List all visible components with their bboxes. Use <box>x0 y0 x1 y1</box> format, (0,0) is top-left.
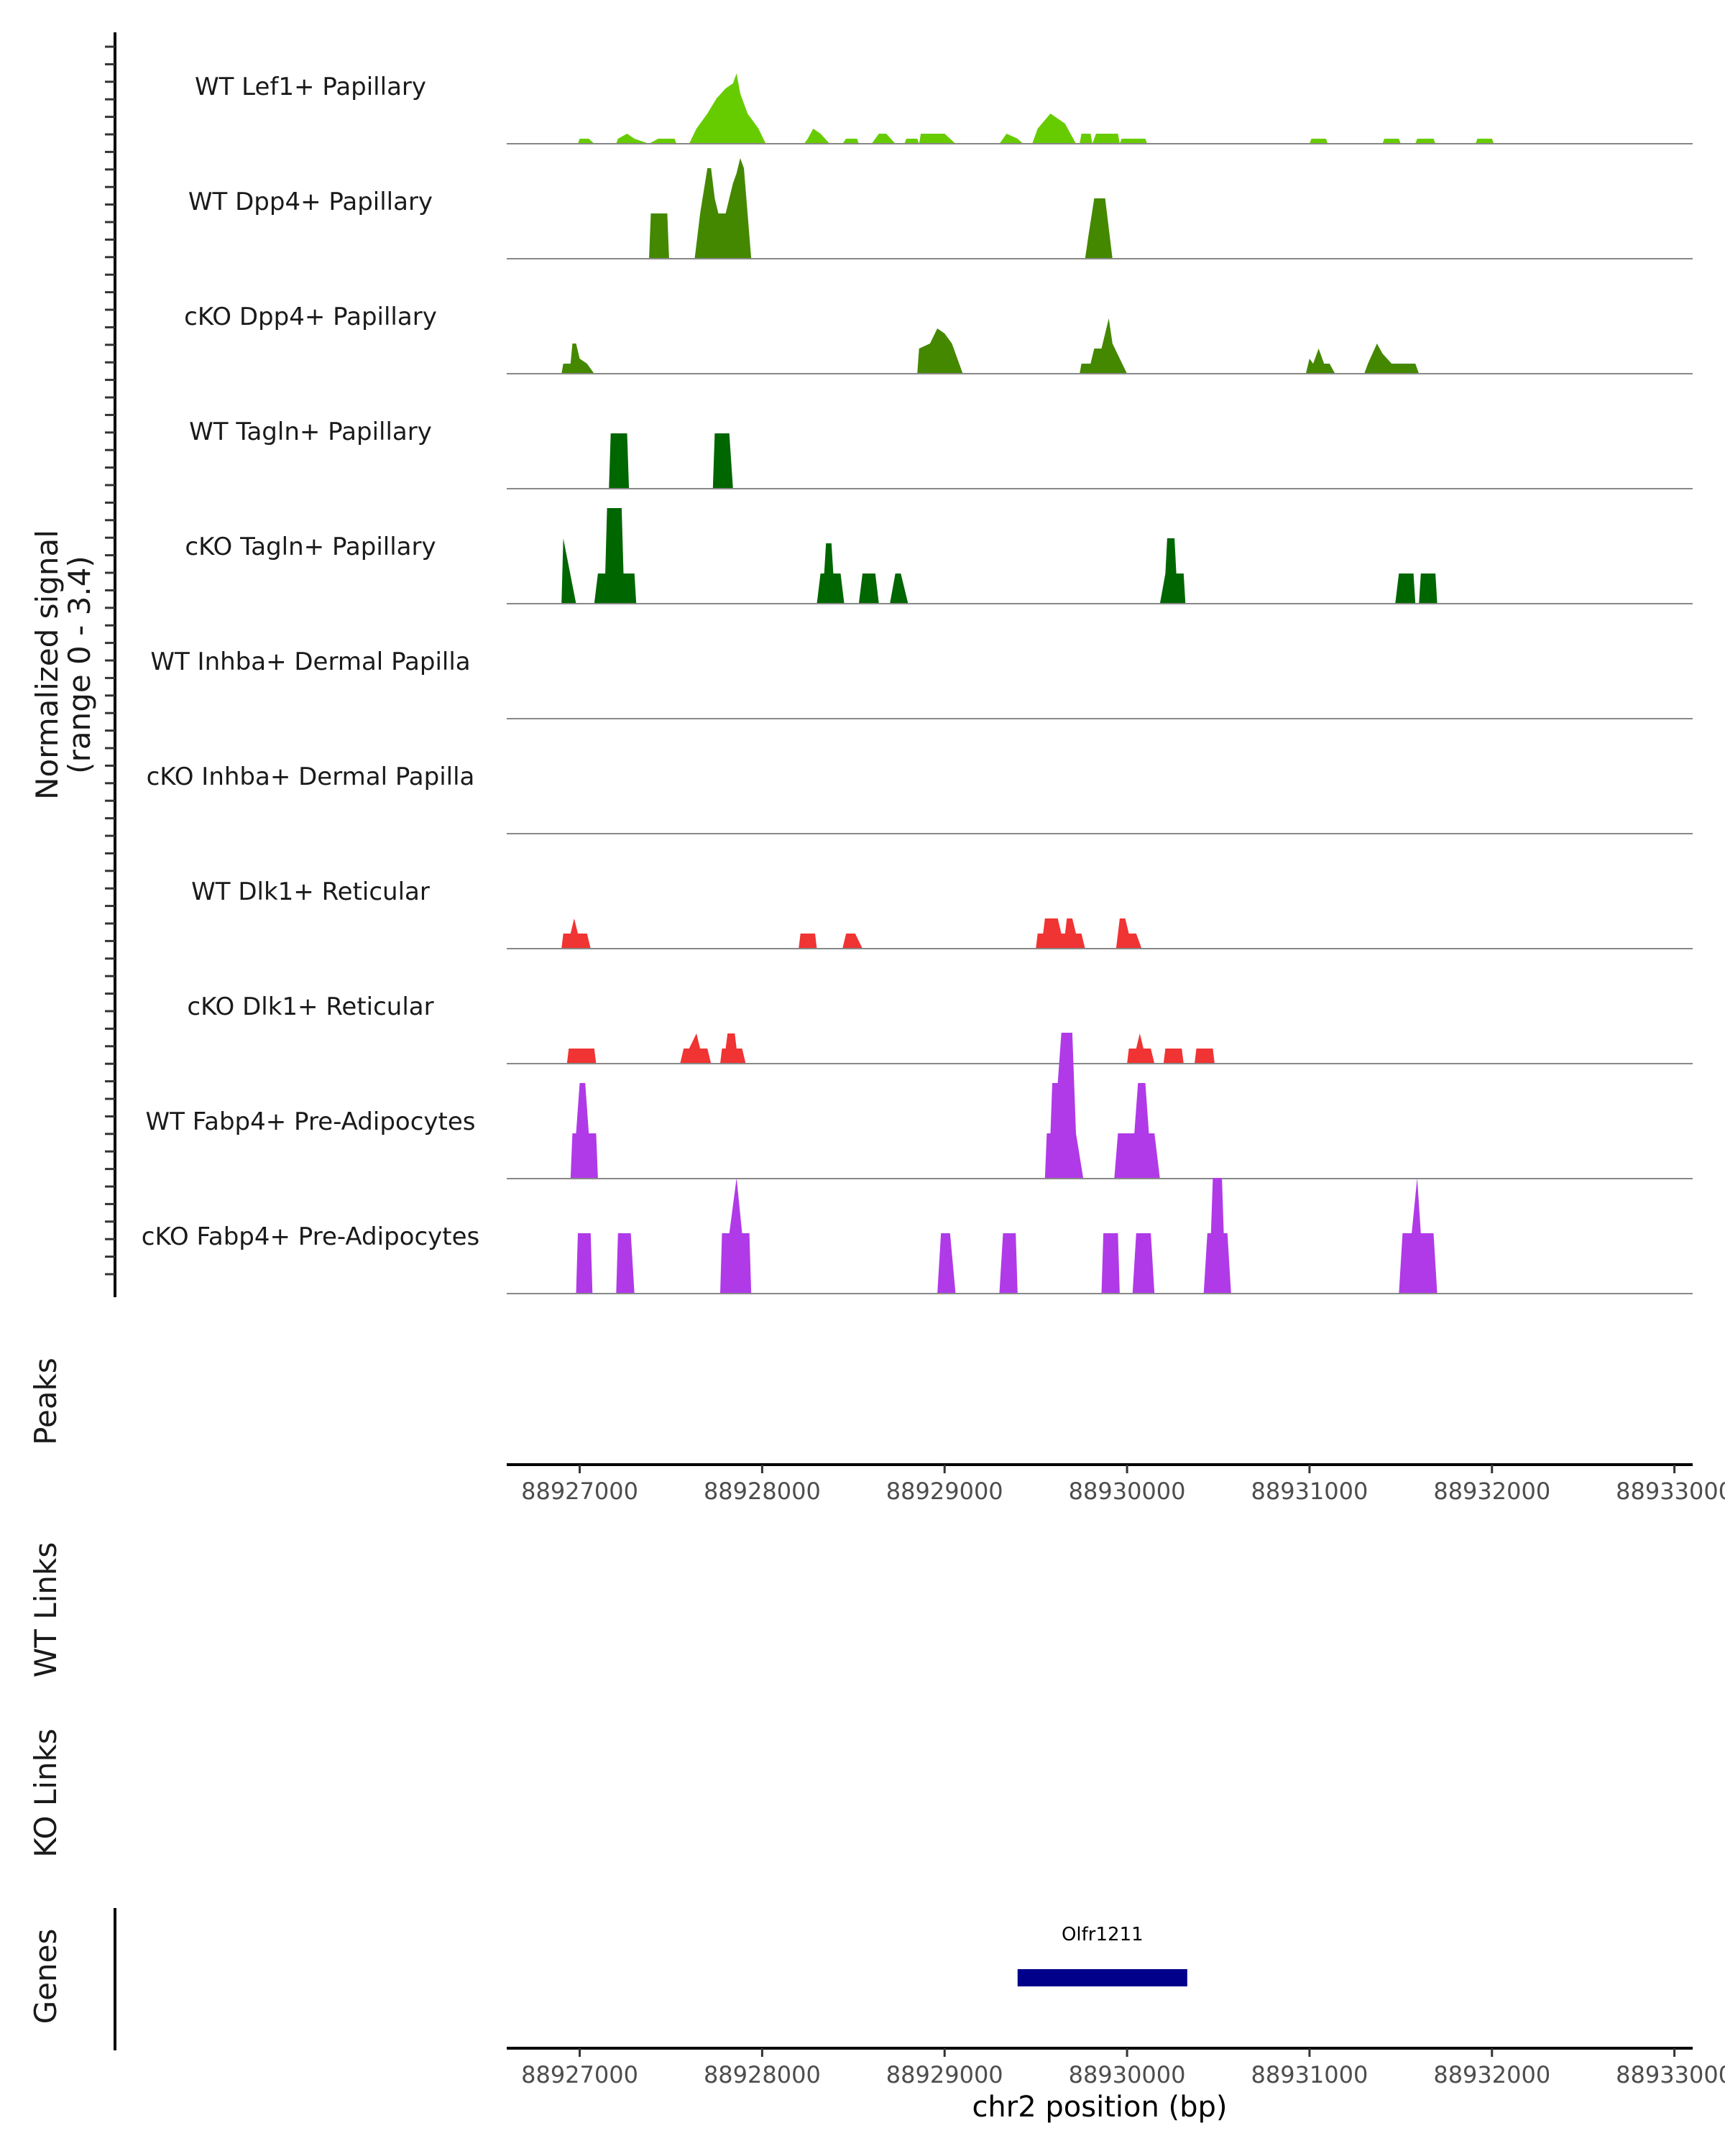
x-tick-label: 88930000 <box>1069 1478 1186 1505</box>
track-cko-dlk1-reticular: cKO Dlk1+ Reticular <box>187 992 1693 1064</box>
coverage-area <box>570 1033 1160 1179</box>
track-label: WT Inhba+ Dermal Papilla <box>150 648 470 676</box>
track-cko-fabp4-pre-adipocytes: cKO Fabp4+ Pre-Adipocytes <box>142 1178 1693 1294</box>
genes-label: Genes <box>28 1929 63 2024</box>
x-tick-label: 88927000 <box>521 2061 638 2088</box>
x-tick-label: 88933000 <box>1616 2061 1725 2088</box>
x-tick-label: 88927000 <box>521 1478 638 1505</box>
coverage-area <box>578 73 1494 144</box>
track-label: cKO Dpp4+ Papillary <box>184 303 437 331</box>
x-axis-title: chr2 position (bp) <box>972 2091 1227 2124</box>
coverage-area <box>649 158 1116 259</box>
track-label: WT Lef1+ Papillary <box>195 73 426 101</box>
coverage-area <box>561 508 1438 604</box>
gene-track: Olfr1211 <box>1017 1924 1187 1986</box>
track-label: cKO Inhba+ Dermal Papilla <box>147 763 475 791</box>
gene-body <box>1017 1969 1187 1986</box>
track-label: WT Dlk1+ Reticular <box>191 877 430 906</box>
x-tick-label: 88928000 <box>704 1478 821 1505</box>
ko-links-label: KO Links <box>28 1728 63 1858</box>
x-tick-label: 88932000 <box>1433 1478 1550 1505</box>
genes-x-axis: 88927000 88928000 88929000 88930000 88931000… <box>507 2047 1725 2088</box>
signal-y-axis: Normalized signal (range 0 - 3.4) <box>29 32 116 1297</box>
track-wt-tagln-papillary: WT Tagln+ Papillary <box>189 418 1693 489</box>
signal-axis-subtitle: (range 0 - 3.4) <box>62 556 97 774</box>
x-tick-label: 88933000 <box>1616 1478 1725 1505</box>
track-label: WT Fabp4+ Pre-Adipocytes <box>146 1107 476 1136</box>
track-label: cKO Dlk1+ Reticular <box>187 992 433 1021</box>
track-wt-dlk1-reticular: WT Dlk1+ Reticular <box>191 877 1693 949</box>
x-tick-label: 88932000 <box>1433 2061 1550 2088</box>
gene-label: Olfr1211 <box>1062 1924 1144 1945</box>
track-wt-inhba-dermal-papilla: WT Inhba+ Dermal Papilla <box>150 648 1693 719</box>
coverage-area <box>609 433 733 489</box>
coverage-area <box>561 318 1420 374</box>
x-tick-label: 88930000 <box>1069 2061 1186 2088</box>
track-wt-dpp4-papillary: WT Dpp4+ Papillary <box>188 158 1693 259</box>
peaks-label: Peaks <box>28 1358 63 1445</box>
signal-axis-ticks <box>105 45 115 1276</box>
coverage-area <box>566 1033 1215 1064</box>
track-cko-inhba-dermal-papilla: cKO Inhba+ Dermal Papilla <box>147 763 1693 834</box>
track-wt-fabp4-pre-adipocytes: WT Fabp4+ Pre-Adipocytes <box>146 1033 1693 1179</box>
track-label: WT Dpp4+ Papillary <box>188 188 433 216</box>
track-cko-dpp4-papillary: cKO Dpp4+ Papillary <box>184 303 1693 374</box>
track-label: cKO Tagln+ Papillary <box>185 533 436 561</box>
x-tick-label: 88929000 <box>886 1478 1003 1505</box>
track-label: WT Tagln+ Papillary <box>189 418 432 446</box>
track-wt-lef1-papillary: WT Lef1+ Papillary <box>195 73 1693 144</box>
signal-tracks: WT Lef1+ Papillary WT Dpp4+ Papillary cKO … <box>142 73 1693 1294</box>
x-tick-label: 88931000 <box>1251 2061 1368 2088</box>
x-tick-label: 88931000 <box>1251 1478 1368 1505</box>
signal-axis-title: Normalized signal <box>29 530 65 800</box>
coverage-area <box>576 1178 1438 1294</box>
x-tick-label: 88928000 <box>704 2061 821 2088</box>
gene-olfr1211: Olfr1211 <box>1017 1924 1187 1986</box>
peaks-x-axis: 88927000 88928000 88929000 88930000 88931000… <box>507 1463 1725 1505</box>
coverage-area <box>561 918 1144 949</box>
track-cko-tagln-papillary: cKO Tagln+ Papillary <box>185 508 1693 604</box>
x-tick-label: 88929000 <box>886 2061 1003 2088</box>
track-label: cKO Fabp4+ Pre-Adipocytes <box>142 1222 480 1251</box>
wt-links-label: WT Links <box>28 1542 63 1677</box>
